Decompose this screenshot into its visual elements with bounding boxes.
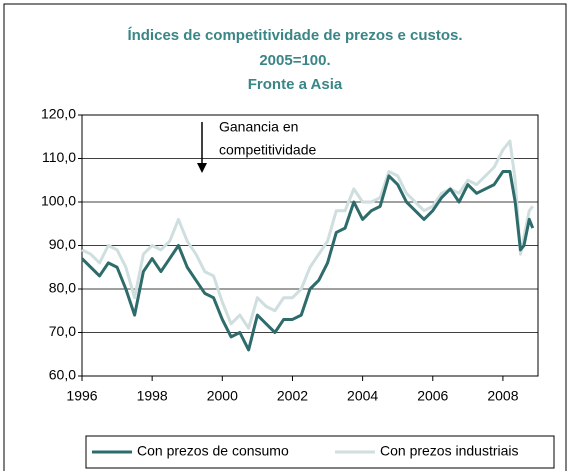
x-tick-label: 2002: [277, 388, 308, 404]
x-tick-label: 2004: [347, 388, 378, 404]
x-tick-label: 2008: [487, 388, 518, 404]
x-tick-label: 1998: [137, 388, 168, 404]
y-tick-label: 90,0: [49, 236, 76, 252]
x-tick-label: 1996: [66, 388, 97, 404]
annotation: Ganancia en: [219, 119, 298, 135]
legend-label: Con prezos de consumo: [137, 443, 289, 459]
y-tick-label: 100,0: [41, 193, 76, 209]
annotation: competitividade: [219, 142, 316, 158]
arrow-head: [197, 163, 207, 173]
y-tick-label: 60,0: [49, 367, 76, 383]
y-tick-label: 70,0: [49, 323, 76, 339]
y-tick-label: 120,0: [41, 106, 76, 122]
legend: [85, 435, 555, 469]
series-line: [81, 139, 534, 330]
x-tick-label: 2000: [207, 388, 238, 404]
y-tick-label: 110,0: [42, 149, 76, 165]
series-line: [80, 170, 535, 352]
legend-label: Con prezos industriais: [380, 443, 519, 459]
chart-title: Índices de competitividade de prezos e c…: [127, 27, 462, 44]
y-tick-label: 80,0: [49, 280, 76, 296]
chart-title: Fronte a Asia: [248, 76, 343, 93]
chart-title: 2005=100.: [259, 52, 330, 69]
x-tick-label: 2006: [417, 388, 448, 404]
